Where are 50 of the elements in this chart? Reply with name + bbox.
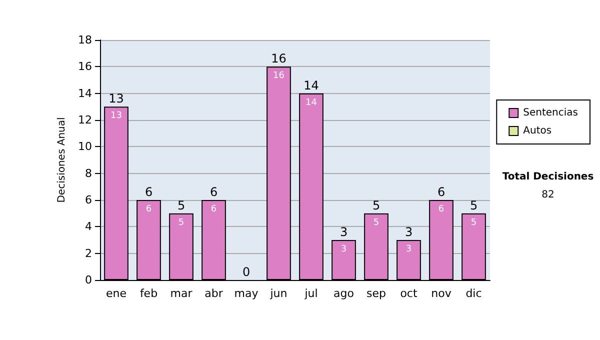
x-tick-label: feb bbox=[140, 287, 158, 300]
y-tick-label: 8 bbox=[85, 166, 92, 180]
y-tick-label: 2 bbox=[85, 246, 92, 260]
y-tick-label: 10 bbox=[78, 140, 92, 154]
y-tick-label: 14 bbox=[78, 86, 92, 100]
total-label: 5 bbox=[177, 198, 186, 212]
x-tick-label: ago bbox=[334, 287, 354, 300]
x-tick-label: mar bbox=[170, 287, 193, 300]
y-tick-label: 18 bbox=[78, 34, 92, 46]
x-tick-label: ene bbox=[106, 287, 127, 300]
total-label: 5 bbox=[470, 198, 478, 212]
total-label: 6 bbox=[437, 185, 446, 199]
x-tick-label: oct bbox=[400, 287, 418, 300]
y-tick-label: 12 bbox=[78, 114, 92, 126]
y-tick-label: 16 bbox=[78, 60, 92, 74]
y-tick-label: 0 bbox=[85, 274, 92, 286]
x-tick-label: jul bbox=[304, 287, 318, 300]
data-label: 3 bbox=[340, 244, 347, 254]
data-label: 3 bbox=[406, 244, 412, 254]
x-tick-label: jun bbox=[269, 287, 288, 300]
data-label: 6 bbox=[146, 204, 152, 214]
total-label: 3 bbox=[404, 225, 413, 239]
y-tick-label: 4 bbox=[85, 220, 92, 234]
total-label: 6 bbox=[210, 185, 218, 199]
x-tick-label: dic bbox=[466, 287, 482, 300]
legend-label: Autos bbox=[523, 126, 552, 136]
data-label: 14 bbox=[306, 98, 318, 108]
data-label: 13 bbox=[110, 111, 122, 122]
legend-label: Sentencias bbox=[523, 108, 578, 118]
x-tick-label: nov bbox=[431, 287, 452, 300]
total-label: 3 bbox=[340, 225, 348, 239]
data-label: 6 bbox=[210, 204, 217, 214]
y-tick-label: 6 bbox=[85, 194, 92, 206]
total-label: 0 bbox=[242, 265, 250, 279]
x-tick-label: sep bbox=[366, 287, 386, 300]
total-label: 13 bbox=[108, 92, 124, 106]
text: 82 bbox=[542, 190, 554, 200]
data-label: 5 bbox=[470, 218, 477, 228]
data-label: 5 bbox=[373, 218, 380, 228]
total-label: 14 bbox=[304, 78, 319, 92]
x-tick-label: abr bbox=[204, 287, 224, 300]
total-label: 16 bbox=[271, 52, 286, 66]
data-label: 16 bbox=[273, 71, 285, 82]
data-label: 5 bbox=[178, 218, 184, 228]
data-label: 6 bbox=[438, 204, 444, 214]
text: Total Decisiones bbox=[502, 172, 594, 182]
y-axis-title: Decisiones Anual bbox=[56, 117, 68, 203]
total-label: 6 bbox=[144, 185, 153, 199]
total-label: 5 bbox=[372, 198, 380, 212]
x-tick-label: may bbox=[234, 287, 259, 300]
